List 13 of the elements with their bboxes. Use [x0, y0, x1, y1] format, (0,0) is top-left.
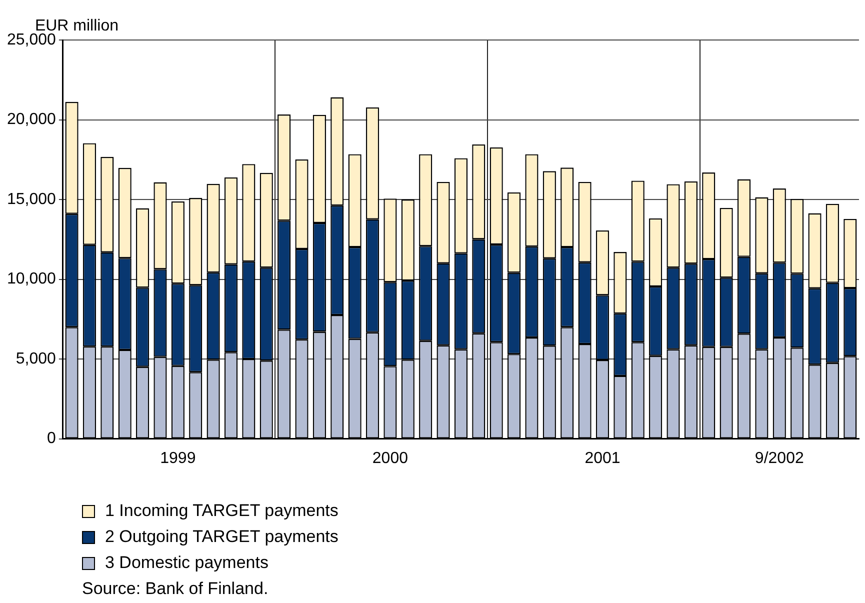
y-tick-label: 10,000	[7, 270, 56, 288]
y-tick-label: 20,000	[7, 111, 56, 128]
x-tick-label: 2000	[372, 450, 408, 467]
source-note: Source: Bank of Finland.	[82, 578, 270, 600]
x-tick-label: 9/2002	[754, 450, 804, 467]
legend-label: 2 Outgoing TARGET payments	[105, 526, 338, 548]
legend-label: 3 Domestic payments	[105, 552, 268, 574]
x-tick-label: 2001	[584, 450, 620, 467]
y-tick-label: 15,000	[7, 190, 56, 208]
legend-label: 1 Incoming TARGET payments	[105, 500, 338, 522]
y-tick-label: 0	[47, 430, 56, 448]
y-tick-label: 5,000	[16, 350, 56, 368]
x-tick-label: 1999	[160, 450, 196, 467]
